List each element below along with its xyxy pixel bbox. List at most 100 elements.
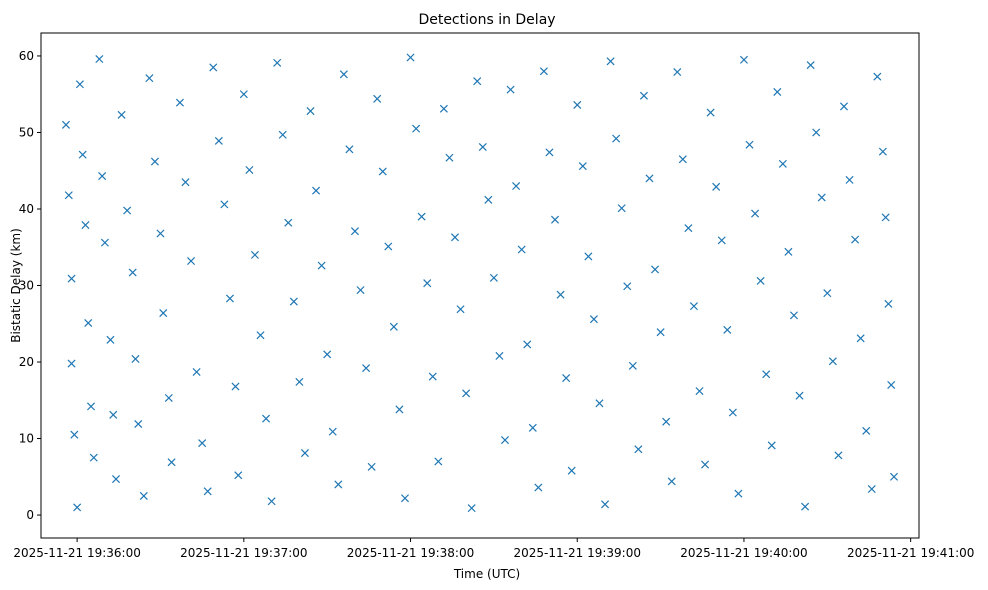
data-point — [95, 54, 104, 64]
x-tick-label: 2025-11-21 19:39:00 — [514, 546, 641, 560]
data-point — [278, 130, 287, 139]
data-point — [806, 61, 815, 70]
data-point — [209, 63, 218, 72]
data-point — [123, 206, 132, 215]
y-tick-label: 0 — [26, 508, 34, 522]
data-point — [645, 174, 654, 183]
data-point — [378, 167, 387, 176]
data-point — [78, 150, 87, 159]
data-point — [767, 441, 776, 450]
data-point — [75, 80, 84, 89]
data-point — [701, 460, 710, 469]
y-tick-label: 60 — [19, 49, 34, 63]
data-point — [198, 439, 207, 448]
data-point — [489, 273, 498, 282]
data-point — [823, 289, 832, 298]
data-point — [878, 147, 887, 156]
data-point — [550, 215, 560, 224]
data-point — [400, 494, 410, 503]
y-axis: 0 10 20 30 40 50 60 — [19, 49, 41, 522]
data-point — [384, 242, 393, 251]
data-point — [434, 457, 443, 466]
data-point — [706, 108, 715, 117]
data-point — [851, 235, 860, 244]
data-point — [523, 340, 532, 349]
data-point — [545, 148, 554, 157]
data-point — [884, 299, 893, 308]
data-point — [267, 497, 276, 506]
data-point — [834, 451, 843, 460]
data-point — [167, 458, 176, 467]
data-point — [606, 57, 615, 66]
data-point — [712, 182, 721, 191]
data-point — [225, 294, 234, 303]
data-point — [484, 195, 493, 204]
data-point — [84, 318, 93, 328]
data-point — [862, 426, 871, 435]
data-point — [339, 70, 348, 79]
y-axis-label: Bistatic Delay (km) — [9, 228, 23, 343]
data-point — [623, 282, 632, 291]
data-point — [856, 334, 865, 343]
data-point — [450, 233, 460, 242]
data-point — [295, 377, 304, 386]
data-point — [500, 436, 510, 445]
data-point — [350, 227, 359, 236]
data-point — [573, 100, 582, 109]
x-axis-label: Time (UTC) — [453, 567, 520, 581]
data-point — [517, 245, 526, 254]
data-point — [762, 370, 771, 379]
y-tick-label: 10 — [19, 432, 34, 446]
data-point — [428, 372, 437, 381]
data-point — [617, 204, 626, 213]
data-point — [273, 58, 282, 67]
data-point — [131, 354, 140, 363]
data-point — [578, 162, 587, 171]
data-point — [873, 72, 882, 81]
data-point — [717, 236, 726, 245]
data-point — [312, 186, 321, 195]
data-point — [673, 67, 682, 77]
data-point — [64, 191, 73, 200]
x-tick-label: 2025-11-21 19:37:00 — [180, 546, 307, 560]
data-point — [156, 229, 165, 238]
data-point — [778, 159, 787, 168]
data-point — [473, 77, 482, 86]
data-point — [556, 290, 565, 299]
data-point — [595, 399, 604, 408]
data-point — [689, 302, 698, 311]
data-point — [828, 357, 837, 366]
data-point — [801, 502, 810, 511]
data-point — [634, 445, 643, 454]
data-point — [159, 309, 168, 318]
data-point — [506, 85, 515, 94]
data-point — [695, 387, 704, 396]
data-point — [456, 305, 465, 314]
data-point — [373, 94, 382, 103]
data-point — [512, 182, 521, 191]
data-point — [203, 487, 212, 496]
data-point — [795, 391, 804, 400]
data-point — [539, 67, 548, 76]
data-point — [817, 193, 826, 202]
data-point — [534, 483, 543, 492]
data-point — [667, 477, 676, 486]
data-point — [334, 480, 343, 489]
data-point — [98, 172, 107, 181]
data-point — [306, 107, 315, 116]
data-point — [100, 238, 109, 247]
data-point — [70, 430, 79, 439]
data-point — [467, 504, 476, 513]
data-point — [109, 410, 118, 419]
data-point — [562, 374, 571, 383]
data-point — [528, 423, 537, 432]
data-point — [784, 247, 793, 256]
data-point — [345, 145, 354, 154]
data-point — [323, 350, 332, 359]
data-point — [284, 218, 293, 227]
data-point — [389, 322, 398, 331]
data-point — [220, 200, 229, 209]
data-point — [117, 110, 126, 119]
y-tick-label: 20 — [19, 355, 34, 369]
